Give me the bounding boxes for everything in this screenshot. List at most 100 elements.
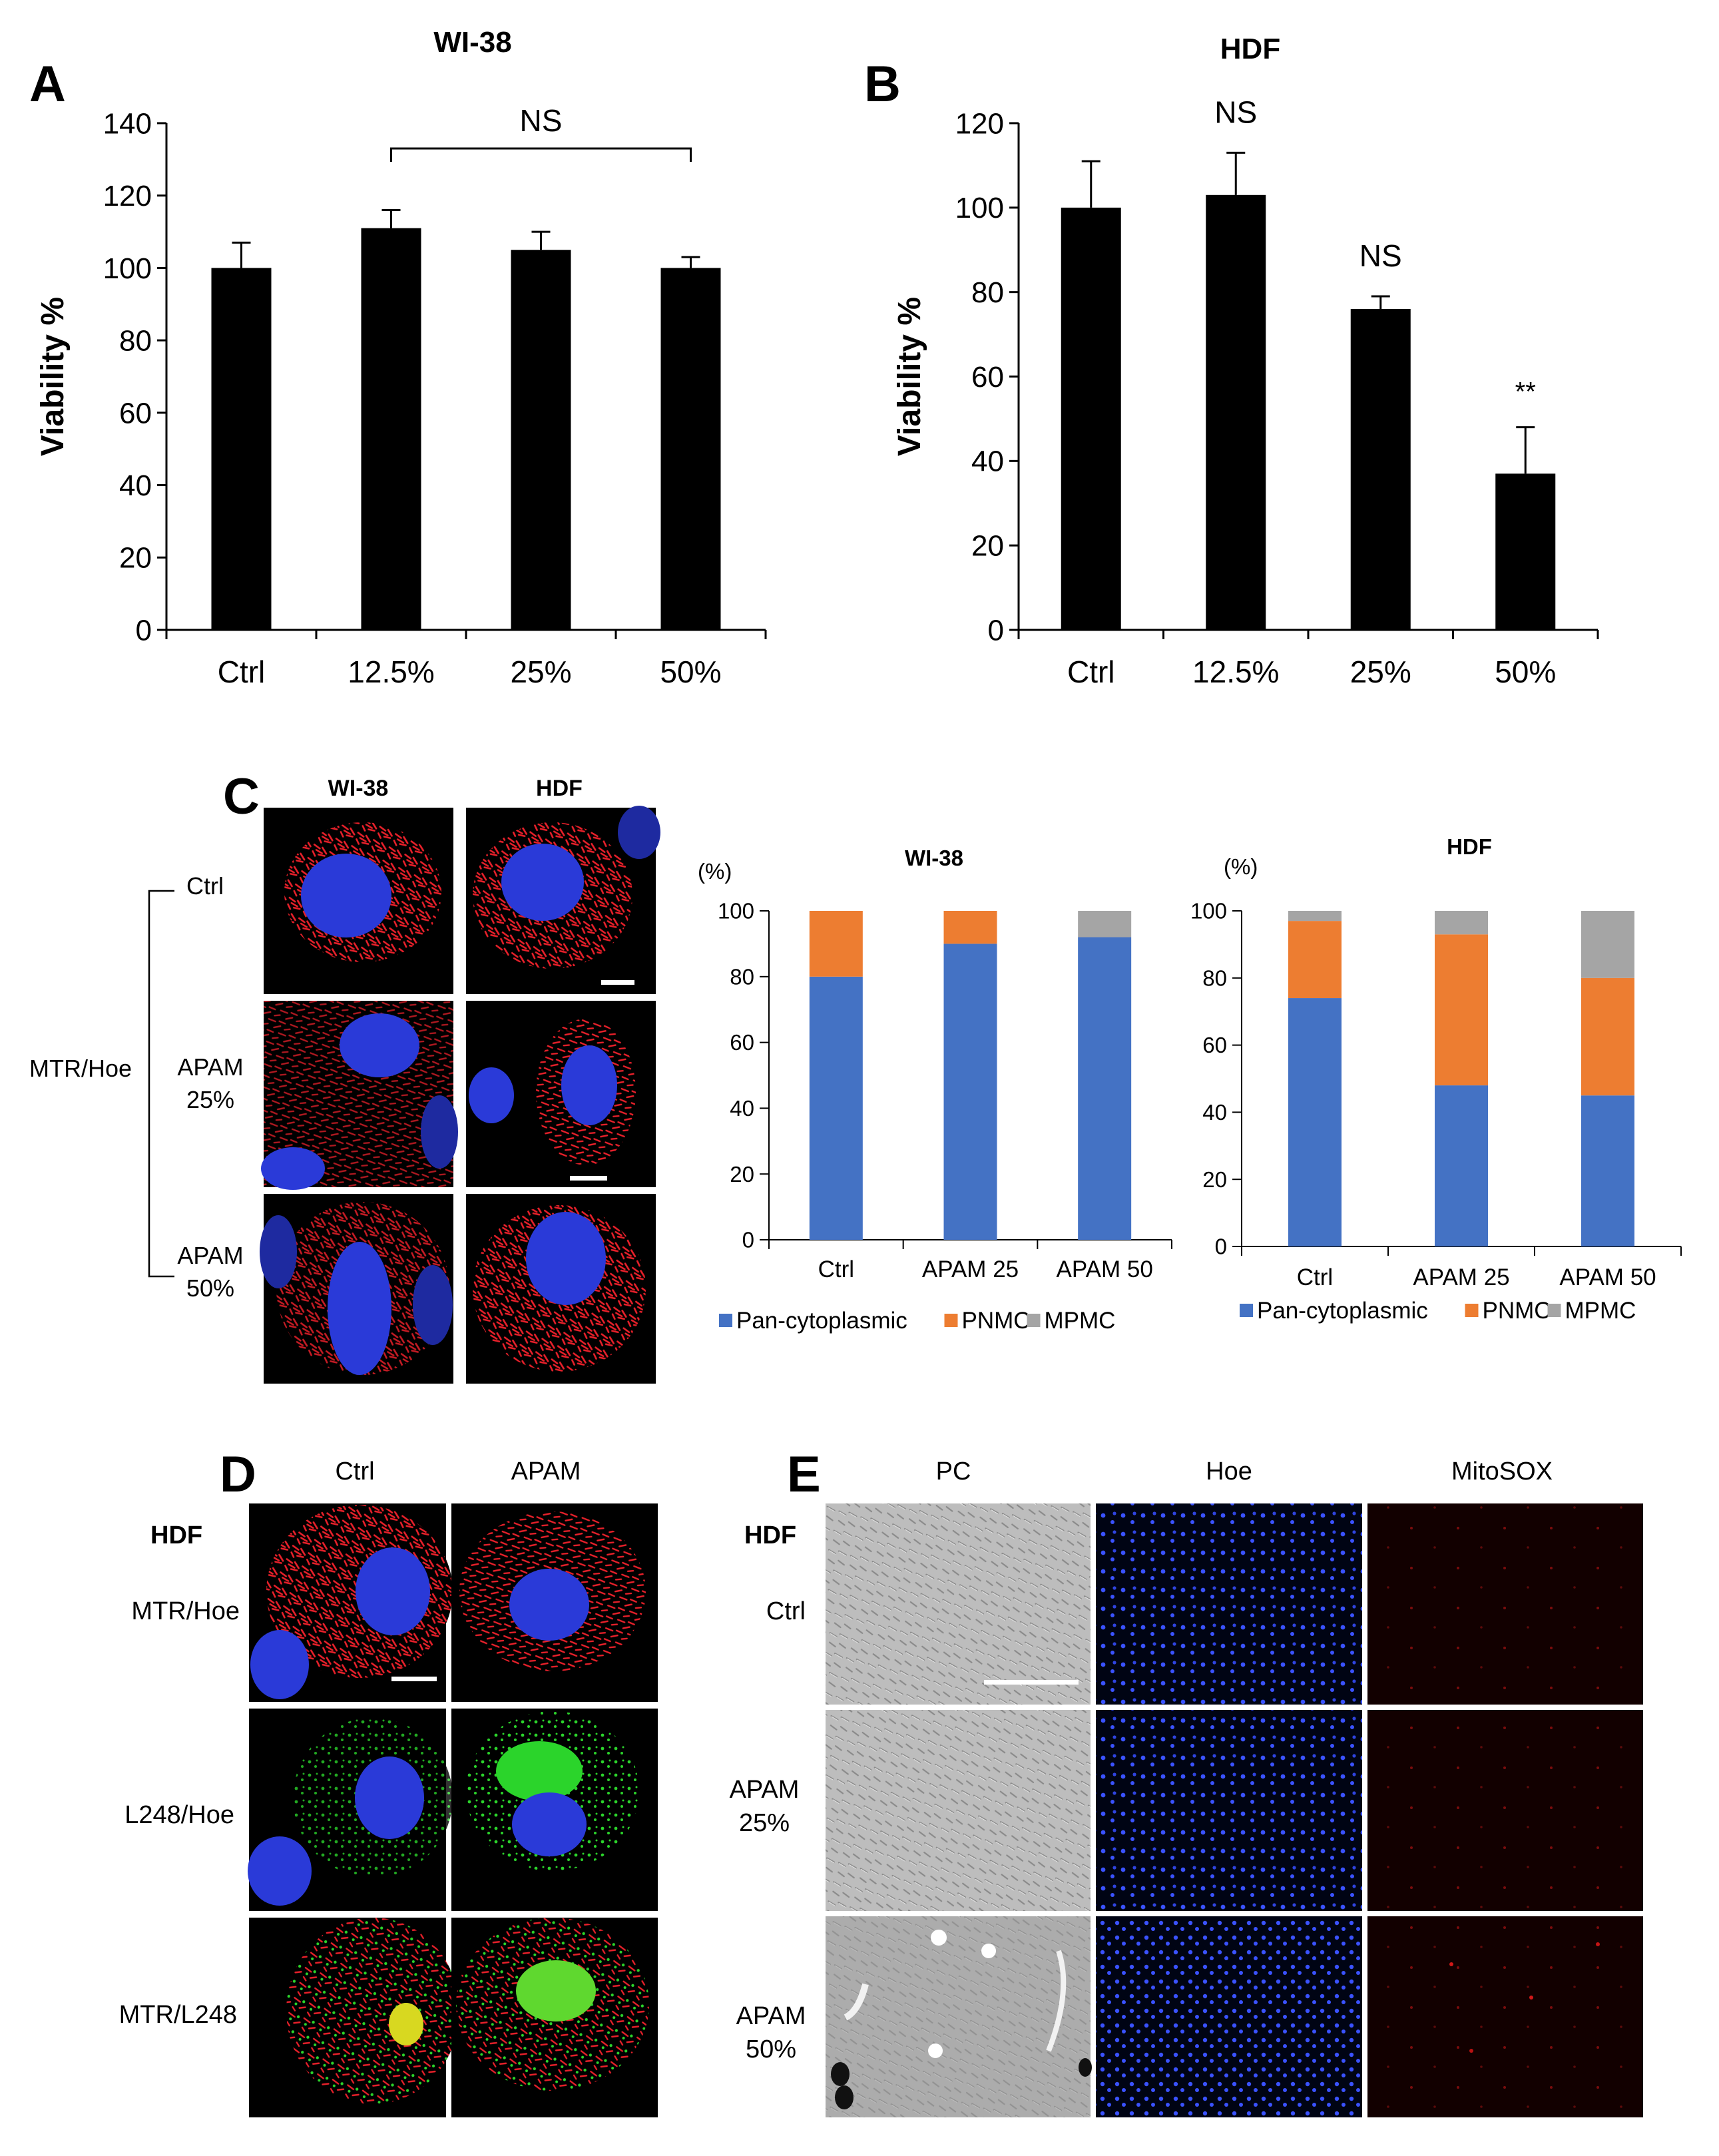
legend-label: MPMC: [1565, 1298, 1636, 1324]
significance-label: NS: [1214, 95, 1257, 129]
col-header-e-hoe: Hoe: [1206, 1458, 1252, 1485]
image-e-mitosox-apam25: [1367, 1710, 1643, 1911]
row-label-d-l248-hoe: L248/Hoe: [124, 1801, 234, 1829]
significance-bracket: [390, 147, 692, 162]
bar-segment-mpmc: [1288, 911, 1342, 922]
image-e-pc-apam50: [826, 1916, 1092, 2117]
row-label-c-apam50-line2: 50%: [186, 1274, 234, 1302]
legend-swatch: [1027, 1314, 1041, 1327]
bar-segment-pnmc: [809, 911, 863, 977]
panel-letter-e: E: [787, 1446, 821, 1503]
x-tick-label: 25%: [510, 655, 571, 689]
y-tick-label: 0: [136, 614, 152, 647]
bar-125: [1206, 194, 1266, 630]
bar-segment-pan-cytoplasmic: [1078, 937, 1132, 1240]
image-c-wi38-apam50: [260, 1194, 453, 1384]
panel-c-micrographs: [260, 806, 660, 1384]
y-tick-label: 80: [971, 276, 1004, 309]
legend-label: PNMC: [962, 1308, 1031, 1334]
image-c-hdf-ctrl: [466, 806, 660, 994]
y-tick-label: 0: [1215, 1234, 1227, 1259]
bar-segment-pan-cytoplasmic: [1435, 1085, 1488, 1246]
col-header-d-apam: APAM: [511, 1458, 581, 1485]
image-e-pc-ctrl: [826, 1503, 1091, 1705]
image-c-hdf-apam25: [466, 1001, 656, 1187]
bar-Ctrl: [211, 268, 272, 630]
scale-bar-c-top: [601, 980, 634, 985]
y-axis-unit-label: (%): [698, 859, 732, 884]
y-axis-unit-label: (%): [1224, 854, 1258, 879]
bar-segment-pnmc: [1435, 934, 1488, 1086]
col-header-c-wi38: WI-38: [328, 776, 389, 801]
bar-segment-pan-cytoplasmic: [809, 976, 863, 1240]
image-e-hoe-apam25: [1096, 1710, 1362, 1911]
y-tick-label: 60: [971, 361, 1004, 394]
y-tick-label: 120: [103, 180, 152, 212]
chart-c-hdf-distribution: HDF (%) 0 20 40 60 80 100 Ctrl APAM 25 APAM 50 Pan-…: [1190, 834, 1682, 1324]
chart-b-hdf-viability: HDF Viability % 0 20 40 60 80 100 120 Ctrl 12.5% 25…: [892, 33, 1599, 689]
y-tick-label: 100: [718, 899, 754, 924]
image-d-apam-mtr-hoe: [451, 1503, 658, 1702]
y-tick-label: 60: [119, 397, 152, 429]
x-tick-label: 12.5%: [348, 655, 434, 689]
bar-segment-pnmc: [943, 911, 997, 944]
x-tick-label: APAM 50: [1559, 1264, 1656, 1290]
panel-letter-a: A: [29, 56, 66, 113]
bar-50: [1495, 473, 1556, 630]
bar-50: [660, 268, 721, 630]
image-e-mitosox-ctrl: [1367, 1503, 1643, 1705]
row-label-c-apam25-line1: APAM: [177, 1053, 243, 1081]
y-axis-label: Viability %: [35, 297, 71, 456]
scale-bar-c-middle: [570, 1176, 607, 1181]
bracket-c: [148, 890, 174, 1278]
bar-25: [1350, 309, 1411, 630]
image-e-mitosox-apam50: [1367, 1916, 1643, 2117]
x-tick-label: Ctrl: [218, 655, 266, 689]
x-tick-label: Ctrl: [818, 1256, 854, 1282]
panel-letter-c: C: [223, 768, 260, 825]
x-tick-label: APAM 25: [922, 1256, 1019, 1282]
legend-label: PNMC: [1483, 1298, 1551, 1324]
image-d-ctrl-mtr-l248: [249, 1918, 459, 2117]
bar-125: [361, 228, 421, 630]
panel-d-micrographs: [248, 1503, 658, 2117]
row-label-c-apam25-line2: 25%: [186, 1086, 234, 1113]
row-label-d-mtr-l248: MTR/L248: [119, 2001, 237, 2029]
y-tick-label: 80: [730, 964, 754, 989]
bar-segment-mpmc: [1581, 911, 1634, 978]
panel-letter-b: B: [864, 56, 901, 113]
col-header-e-pc: PC: [936, 1458, 971, 1485]
y-tick-label: 40: [971, 445, 1004, 478]
bar-segment-mpmc: [1435, 911, 1488, 935]
significance-label: NS: [520, 103, 563, 138]
chart-title: WI-38: [905, 846, 963, 870]
y-tick-label: 80: [1202, 965, 1227, 990]
col-header-c-hdf: HDF: [536, 776, 583, 801]
bar-segment-pan-cytoplasmic: [943, 943, 997, 1240]
image-d-ctrl-mtr-hoe: [249, 1503, 453, 1702]
row-label-e-apam25-line2: 25%: [739, 1809, 790, 1837]
chart-c-wi38-distribution: WI-38 (%) 0 20 40 60 80 100 Ctrl APAM 25 APAM 50 Pa…: [698, 846, 1172, 1334]
image-d-apam-mtr-l248: [451, 1918, 658, 2117]
legend-swatch: [1465, 1304, 1479, 1317]
bar-segment-pan-cytoplasmic: [1581, 1095, 1634, 1246]
row-label-e-apam50-line1: APAM: [736, 2002, 806, 2030]
y-tick-label: 20: [1202, 1167, 1227, 1192]
y-tick-label: 40: [730, 1096, 754, 1121]
cell-label-d-hdf: HDF: [150, 1521, 202, 1549]
bar-segment-mpmc: [1078, 911, 1132, 938]
x-tick-label: Ctrl: [1297, 1264, 1333, 1290]
row-label-e-ctrl: Ctrl: [766, 1597, 806, 1625]
scale-bar-d: [391, 1677, 437, 1681]
significance-label: NS: [1359, 238, 1402, 273]
row-label-c-apam50-line1: APAM: [177, 1242, 243, 1269]
y-tick-label: 120: [955, 107, 1004, 140]
legend-label: Pan-cytoplasmic: [736, 1308, 907, 1334]
col-header-e-mitosox: MitoSOX: [1451, 1458, 1553, 1485]
image-c-wi38-ctrl: [264, 808, 453, 994]
y-tick-label: 100: [955, 192, 1004, 224]
x-tick-label: 50%: [660, 655, 721, 689]
row-label-e-apam25-line1: APAM: [730, 1776, 800, 1804]
image-e-hoe-apam50: [1096, 1916, 1362, 2117]
